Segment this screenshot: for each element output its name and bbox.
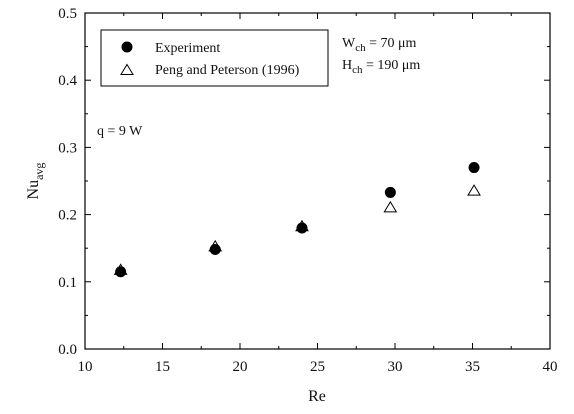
channel-height-annotation: Hch = 190 μm xyxy=(342,58,420,76)
heat-input-annotation: q = 9 W xyxy=(97,124,143,139)
x-tick-label: 25 xyxy=(310,359,325,375)
x-axis-title: Re xyxy=(308,388,326,405)
channel-height-value: = 190 μm xyxy=(363,58,421,73)
legend-box xyxy=(100,29,329,87)
legend-label-experiment: Experiment xyxy=(155,41,220,56)
channel-width-value: = 70 μm xyxy=(366,36,417,51)
x-tick-label: 20 xyxy=(233,359,248,375)
data-point-experiment xyxy=(115,266,127,278)
data-point-experiment xyxy=(296,222,308,234)
legend-marker-experiment xyxy=(121,41,133,53)
y-axis-title-subscript: avg xyxy=(32,163,46,180)
x-tick-label: 35 xyxy=(465,359,480,375)
y-axis-title: Nuavg xyxy=(25,163,46,200)
x-tick-label: 30 xyxy=(388,359,403,375)
channel-height-symbol: H xyxy=(342,58,352,73)
x-tick-label: 10 xyxy=(78,359,93,375)
y-tick-label: 0.4 xyxy=(58,73,77,89)
legend: Experiment Peng and Peterson (1996) xyxy=(100,29,329,87)
data-point-experiment xyxy=(209,244,221,256)
channel-width-symbol: W xyxy=(342,36,356,51)
channel-width-annotation: Wch = 70 μm xyxy=(342,36,417,54)
data-series xyxy=(113,162,481,278)
y-tick-label: 0.5 xyxy=(58,6,77,22)
channel-height-subscript: ch xyxy=(352,64,363,76)
x-tick-label: 40 xyxy=(543,359,558,375)
data-point-experiment xyxy=(384,186,396,198)
y-tick-label: 0.1 xyxy=(58,275,77,291)
y-tick-label: 0.0 xyxy=(58,342,77,358)
data-point-peng-peterson xyxy=(467,184,481,196)
y-tick-label: 0.3 xyxy=(58,140,77,156)
legend-label-peng-peterson: Peng and Peterson (1996) xyxy=(155,63,300,78)
y-tick-label: 0.2 xyxy=(58,208,77,224)
data-point-peng-peterson xyxy=(383,200,398,213)
series-experiment xyxy=(115,162,480,278)
axis-ticks xyxy=(84,12,551,350)
x-tick-label: 15 xyxy=(155,359,170,375)
data-point-experiment xyxy=(468,162,480,174)
y-axis-title-main: Nu xyxy=(25,180,42,200)
axis-tick-labels: 10 15 20 25 30 35 40 0.0 0.1 0.2 0.3 0.4 0.5 xyxy=(58,6,557,375)
channel-width-subscript: ch xyxy=(355,42,366,54)
legend-marker-peng-peterson xyxy=(120,63,134,75)
